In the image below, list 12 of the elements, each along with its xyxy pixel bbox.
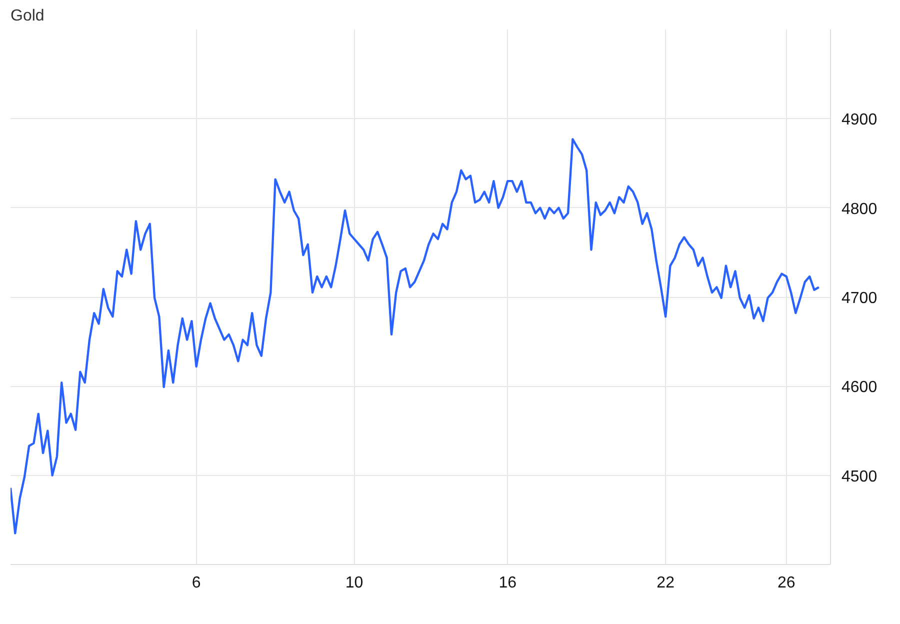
y-tick-label: 4500: [842, 468, 878, 486]
y-tick-label: 4800: [842, 200, 878, 218]
chart-title: Gold: [10, 8, 44, 24]
x-tick-label: 6: [192, 574, 201, 592]
y-tick-label: 4700: [842, 290, 878, 307]
y-tick-label: 4900: [842, 112, 878, 129]
x-tick-label: 16: [498, 574, 517, 592]
x-tick-label: 10: [345, 574, 364, 592]
x-tick-label: 22: [656, 574, 675, 592]
y-tick-label: 4600: [842, 379, 878, 396]
x-tick-label: 26: [777, 574, 796, 592]
line-series: [10, 138, 820, 534]
